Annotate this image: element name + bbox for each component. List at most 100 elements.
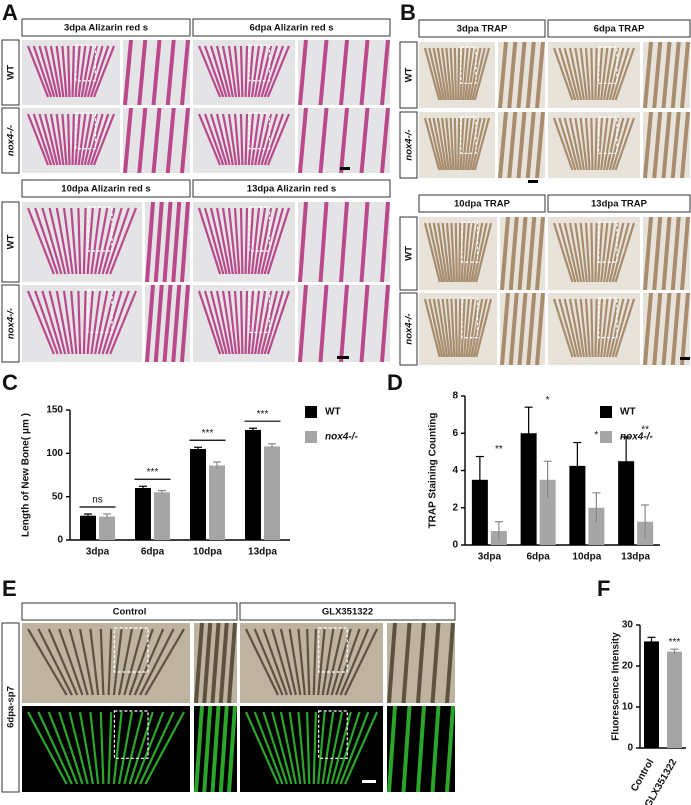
fin-ray bbox=[590, 47, 594, 101]
zoom-ray bbox=[652, 216, 663, 291]
x-tick-label: 3dpa bbox=[86, 547, 110, 558]
fin-ray bbox=[144, 628, 185, 696]
fin-ray bbox=[605, 222, 620, 283]
fin-ray bbox=[605, 47, 620, 101]
header-box bbox=[21, 179, 191, 198]
fin-ray bbox=[244, 207, 249, 275]
fin-ray bbox=[297, 628, 306, 696]
row-label-box bbox=[1, 201, 20, 283]
y-tick-label: 6 bbox=[452, 428, 458, 439]
fin-ray bbox=[233, 113, 241, 166]
fin-ray bbox=[552, 222, 574, 283]
fin-ray bbox=[468, 47, 482, 101]
roi-box bbox=[318, 627, 348, 673]
row-label-box bbox=[399, 111, 418, 179]
fin-ray bbox=[445, 117, 453, 171]
fin-ray bbox=[55, 113, 65, 166]
zoom-ray bbox=[202, 622, 213, 704]
fin-ray bbox=[475, 298, 493, 358]
fin-ray bbox=[614, 47, 636, 101]
zoom-ray bbox=[516, 111, 527, 179]
row-label: WT bbox=[404, 67, 415, 82]
fin-ray bbox=[312, 711, 317, 785]
zoom-ray bbox=[680, 41, 690, 109]
zoom-ray bbox=[661, 111, 672, 179]
fin-ray bbox=[70, 207, 78, 275]
fin-ray bbox=[221, 113, 234, 166]
fin-ray bbox=[266, 290, 291, 355]
fin-ray bbox=[467, 222, 479, 283]
zoom-ray bbox=[153, 201, 164, 283]
fin-ray bbox=[445, 47, 453, 101]
fin-ray bbox=[445, 222, 454, 283]
fin-ray bbox=[86, 207, 94, 275]
fin-ray bbox=[611, 298, 630, 358]
y-tick-label: 0 bbox=[627, 743, 633, 754]
fin-ray bbox=[579, 222, 588, 283]
fin-ray bbox=[86, 290, 94, 355]
fin-ray bbox=[468, 117, 482, 171]
fin-ray bbox=[78, 711, 94, 785]
zoom-ray bbox=[430, 705, 441, 793]
fin-ray bbox=[466, 117, 478, 171]
fin-ray bbox=[89, 711, 100, 785]
fin-ray bbox=[128, 711, 154, 785]
zoom-ray bbox=[145, 201, 155, 283]
zoom-ray bbox=[380, 201, 390, 283]
fin-ray bbox=[254, 45, 267, 98]
bar bbox=[209, 465, 225, 540]
fin-ray bbox=[449, 47, 455, 101]
fin-ray bbox=[123, 628, 144, 696]
zoom-ray bbox=[387, 705, 397, 793]
zoom-ray bbox=[359, 39, 370, 106]
header: 10dpa TRAP bbox=[454, 199, 511, 210]
fin-ray bbox=[67, 45, 71, 98]
roi-box bbox=[248, 112, 271, 150]
significance: *** bbox=[147, 467, 159, 478]
fin-ray bbox=[462, 298, 471, 358]
fin-ray bbox=[80, 45, 93, 98]
fin-ray bbox=[49, 113, 62, 166]
header: 3dpa TRAP bbox=[457, 24, 508, 35]
fin-ray bbox=[209, 113, 228, 166]
fin-ray bbox=[77, 290, 82, 355]
fin-ray bbox=[600, 298, 609, 358]
zoom-ray bbox=[517, 216, 528, 291]
fin-ray bbox=[68, 711, 89, 785]
fin-ray bbox=[92, 113, 116, 166]
fin-ray bbox=[590, 298, 594, 358]
fin-ray bbox=[568, 298, 583, 358]
panel-letter: F bbox=[597, 576, 610, 601]
fin-ray bbox=[441, 222, 451, 283]
zoom-ray bbox=[151, 107, 162, 174]
fin-ray bbox=[32, 45, 53, 98]
fin-ray bbox=[288, 711, 302, 785]
fin-ray bbox=[41, 290, 63, 355]
zoom-ray bbox=[670, 41, 681, 109]
fin-ray bbox=[436, 47, 448, 101]
fin-ray bbox=[472, 222, 488, 283]
fin-ray bbox=[257, 45, 273, 98]
micrograph bbox=[22, 202, 142, 282]
fin-ray bbox=[297, 711, 306, 785]
roi-box bbox=[597, 116, 618, 154]
fin-ray bbox=[600, 222, 609, 283]
fin-ray bbox=[197, 113, 222, 166]
fin-ray bbox=[221, 207, 234, 275]
fin-ray bbox=[99, 628, 105, 696]
fin-ray bbox=[90, 207, 102, 275]
significance: * bbox=[546, 395, 550, 406]
fin-ray bbox=[55, 290, 70, 355]
y-tick-label: 2 bbox=[452, 502, 458, 513]
zoom-ray bbox=[171, 284, 182, 363]
header: 3dpa Alizarin red s bbox=[64, 23, 148, 34]
micrograph bbox=[193, 40, 295, 105]
fin-ray bbox=[89, 113, 110, 166]
fin-ray bbox=[250, 45, 261, 98]
x-tick-label: 6dpa bbox=[526, 552, 550, 563]
fin-ray bbox=[579, 298, 588, 358]
fin-ray bbox=[584, 47, 591, 101]
zoom-ray bbox=[526, 292, 537, 366]
fin-ray bbox=[197, 45, 222, 98]
y-tick-label: 20 bbox=[622, 661, 634, 672]
